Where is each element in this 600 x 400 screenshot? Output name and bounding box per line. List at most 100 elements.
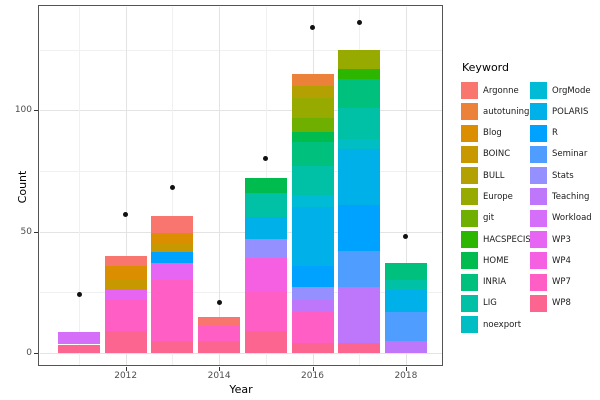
x-tick-2016 [312, 367, 314, 371]
bar-segment-2014-WP7 [198, 326, 241, 341]
major-gridline-x-2018 [405, 7, 407, 365]
x-tick-label-2018: 2018 [394, 371, 418, 381]
legend-item-autotuning: autotuning [461, 103, 530, 121]
legend-swatch-Workload [530, 209, 547, 227]
legend-item-Seminar: Seminar [530, 145, 592, 163]
bar-segment-2015-HOME [244, 178, 287, 193]
legend-item-Europe: Europe [461, 188, 530, 206]
x-tick-2012 [125, 367, 127, 371]
legend-swatch-BULL [461, 167, 478, 185]
legend-label-noexport: noexport [483, 319, 522, 330]
legend-swatch-HACSPECIS [461, 231, 478, 249]
legend-label-WP4: WP4 [552, 255, 571, 266]
bar-segment-2017-Seminar [338, 251, 381, 288]
bar-segment-2012-WP7 [104, 299, 147, 332]
legend-title: Keyword [462, 61, 509, 74]
legend-label-HACSPECIS: HACSPECIS [483, 234, 531, 245]
legend-item-git: git [461, 209, 530, 227]
legend-item-WP3: WP3 [530, 231, 592, 249]
bar-segment-2013-WP7 [151, 280, 194, 341]
minor-gridline-y-125 [40, 49, 442, 51]
legend-label-autotuning: autotuning [483, 106, 530, 117]
major-gridline-y-100 [40, 110, 442, 112]
y-axis-title: Count [15, 170, 29, 204]
legend-swatch-Stats [530, 167, 547, 185]
bar-segment-2012-Argonne [104, 255, 147, 266]
legend-swatch-noexport [461, 316, 478, 334]
data-point-2016 [310, 25, 315, 31]
bar-segment-2012-WP8 [104, 331, 147, 353]
bar-segment-2017-R [338, 204, 381, 252]
bar-segment-2017-POLARIS [338, 149, 381, 205]
legend-label-HOME: HOME [483, 255, 509, 266]
bar-segment-2016-BULL [291, 86, 334, 99]
legend-item-Stats: Stats [530, 167, 592, 185]
legend-item-OrgMode: OrgMode [530, 82, 592, 99]
legend-label-INRIA: INRIA [483, 277, 507, 288]
legend-label-Stats: Stats [552, 170, 574, 181]
major-gridline-x-2014 [219, 7, 221, 365]
legend-swatch-R [530, 124, 547, 142]
bar-segment-2017-WP8 [338, 343, 381, 353]
data-point-2017 [356, 20, 362, 26]
legend-item-WP4: WP4 [530, 252, 592, 270]
bar-segment-2016-HOME [291, 132, 334, 142]
legend-swatch-Seminar [530, 145, 547, 163]
x-axis-title: Year [229, 383, 253, 396]
major-gridline-y-0 [40, 353, 442, 354]
bar-segment-2014-Argonne [198, 316, 241, 327]
legend-swatch-Argonne [461, 82, 478, 99]
legend-swatch-Blog [461, 124, 478, 142]
x-tick-2018 [405, 367, 407, 371]
legend-label-Teaching: Teaching [552, 191, 590, 202]
legend-swatch-Teaching [530, 188, 547, 206]
minor-gridline-y-25 [40, 292, 442, 294]
legend-label-Workload: Workload [552, 213, 592, 224]
y-tick-50 [34, 231, 38, 233]
legend-swatch-WP3 [530, 231, 547, 249]
bar-segment-2015-LIG [244, 192, 287, 218]
bar-segment-2016-LIG [291, 166, 334, 196]
legend-label-R: R [552, 128, 558, 139]
legend-item-BOINC: BOINC [461, 145, 530, 163]
legend-label-Argonne: Argonne [483, 85, 519, 96]
legend-item-HACSPECIS: HACSPECIS [461, 231, 531, 249]
legend-label-Blog: Blog [483, 128, 502, 139]
bar-segment-2013-R [151, 252, 194, 264]
bar-segment-2015-WP7 [244, 292, 287, 332]
x-tick-2014 [219, 367, 221, 371]
legend-label-Europe: Europe [483, 191, 513, 202]
bar-segment-2017-INRIA [338, 78, 381, 108]
bar-segment-2017-LIG [338, 107, 381, 140]
data-point-2014 [216, 299, 222, 305]
legend-swatch-HOME [461, 252, 478, 270]
bar-segment-2013-Argonne [151, 215, 194, 233]
bar-segment-2016-WP7 [291, 311, 334, 344]
legend-label-POLARIS: POLARIS [552, 106, 589, 117]
y-tick-label-100: 100 [14, 105, 32, 116]
x-tick-label-2014: 2014 [207, 371, 231, 381]
bar-segment-2015-POLARIS [244, 217, 287, 239]
minor-gridline-x-2011 [79, 7, 80, 365]
bar-segment-2015-WP8 [244, 331, 287, 353]
legend-swatch-OrgMode [530, 82, 547, 99]
bar-segment-2016-autotuning [291, 73, 334, 87]
legend: Keyword Argonne autotuning Blog BOINC BULL Eu… [461, 61, 592, 338]
bar-segment-2018-Seminar [384, 311, 427, 341]
y-tick-label-0: 0 [26, 348, 32, 358]
legend-label-WP3: WP3 [552, 234, 571, 245]
bar-segment-2016-git [291, 117, 334, 133]
x-tick-label-2016: 2016 [301, 371, 324, 381]
legend-swatch-git [461, 209, 478, 227]
legend-item-Teaching: Teaching [530, 188, 592, 206]
y-tick-0 [34, 353, 38, 354]
bar-segment-2018-LIG [384, 280, 427, 290]
minor-gridline-y-75 [40, 170, 442, 172]
bar-segment-2012-BOINC [104, 280, 147, 290]
legend-item-R: R [530, 124, 592, 142]
data-point-2018 [403, 234, 409, 239]
legend-swatch-WP4 [530, 252, 547, 270]
bar-segment-2018-Teaching [384, 340, 427, 353]
bar-segment-2017-HACSPECIS [338, 69, 381, 79]
legend-label-BULL: BULL [483, 170, 505, 181]
